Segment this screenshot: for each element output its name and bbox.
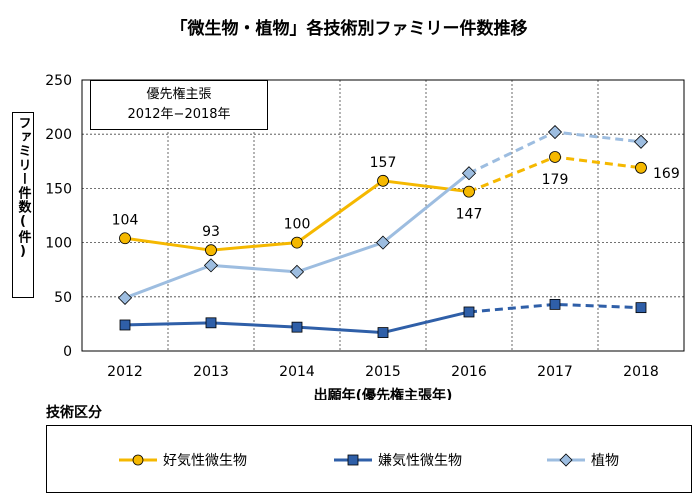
data-point: [549, 298, 561, 310]
marker-layer: [117, 124, 649, 338]
data-point: [205, 317, 217, 329]
data-point: [461, 166, 477, 181]
data-label: 147: [456, 207, 483, 223]
x-tick-label: 2017: [537, 364, 573, 380]
data-point: [633, 134, 649, 149]
series-line-solid: [124, 172, 470, 300]
plot-frame: [81, 79, 685, 352]
data-label-layer: 104 93 100 157 147 179 169: [112, 155, 680, 240]
legend-label-anaerobic: 嫌気性微生物: [378, 453, 462, 469]
annotation-line-2: 2012年−2018年: [127, 107, 231, 122]
data-point: [377, 174, 389, 187]
legend-label-aerobic: 好気性微生物: [163, 453, 247, 469]
legend-swatch-anaerobic: [334, 454, 372, 466]
data-point: [205, 244, 217, 257]
data-label: 100: [284, 217, 311, 233]
y-tick-label: 150: [45, 181, 72, 197]
data-point: [375, 235, 391, 250]
x-tick-label: 2016: [451, 364, 487, 380]
x-tick-label: 2018: [623, 364, 659, 380]
x-axis-label: 出願年(優先権主張年): [314, 387, 453, 400]
data-point: [549, 151, 561, 163]
legend-item-aerobic: 好気性微生物: [117, 450, 247, 470]
y-axis-label: ファミリー件数(件): [15, 116, 31, 260]
data-label: 157: [370, 155, 397, 171]
legend-swatch-plant: [547, 453, 585, 467]
data-label: 169: [653, 166, 680, 182]
data-point: [291, 321, 303, 333]
chart-title: 「微生物・植物」各技術別ファミリー件数推移: [170, 19, 528, 39]
data-point: [291, 236, 303, 249]
series-line-dashed: [468, 302, 642, 314]
data-point: [289, 264, 305, 279]
y-tick-label: 200: [45, 127, 72, 143]
legend-item-plant: 植物: [545, 450, 619, 470]
y-tick-label: 0: [63, 344, 72, 360]
data-point: [635, 161, 647, 174]
annotation-line-1: 優先権主張: [146, 87, 212, 102]
data-label: 93: [202, 224, 220, 240]
x-tick-label: 2015: [365, 364, 401, 380]
data-point: [635, 302, 647, 314]
y-axis-label-box: ファミリー件数(件): [12, 112, 34, 298]
data-point: [547, 124, 563, 140]
annotation-box: 優先権主張 2012年−2018年: [90, 80, 268, 130]
y-tick-labels: 0 50 100 150 200 250: [45, 73, 72, 360]
y-tick-label: 250: [45, 73, 72, 89]
data-point: [119, 232, 131, 245]
y-tick-label: 100: [45, 236, 72, 252]
data-label: 179: [542, 172, 569, 188]
data-point: [463, 185, 475, 198]
legend-title: 技術区分: [46, 405, 102, 421]
data-point: [117, 290, 133, 305]
data-point: [119, 319, 131, 331]
line-chart: 0 50 100 150 200 250 2012 2013 2014 2015 2016 2017…: [45, 73, 685, 400]
y-tick-label: 50: [54, 290, 72, 306]
data-label: 104: [112, 212, 139, 228]
legend: 好気性微生物 嫌気性微生物 植物: [46, 425, 692, 493]
data-point: [203, 258, 219, 273]
legend-swatch-aerobic: [119, 454, 157, 466]
x-tick-labels: 2012 2013 2014 2015 2016 2017 2018: [107, 364, 659, 380]
data-point: [377, 327, 389, 338]
x-tick-label: 2014: [279, 364, 315, 380]
x-tick-label: 2012: [107, 364, 143, 380]
legend-item-anaerobic: 嫌気性微生物: [332, 450, 462, 470]
x-tick-label: 2013: [193, 364, 229, 380]
legend-label-plant: 植物: [591, 453, 619, 469]
data-point: [463, 306, 475, 318]
